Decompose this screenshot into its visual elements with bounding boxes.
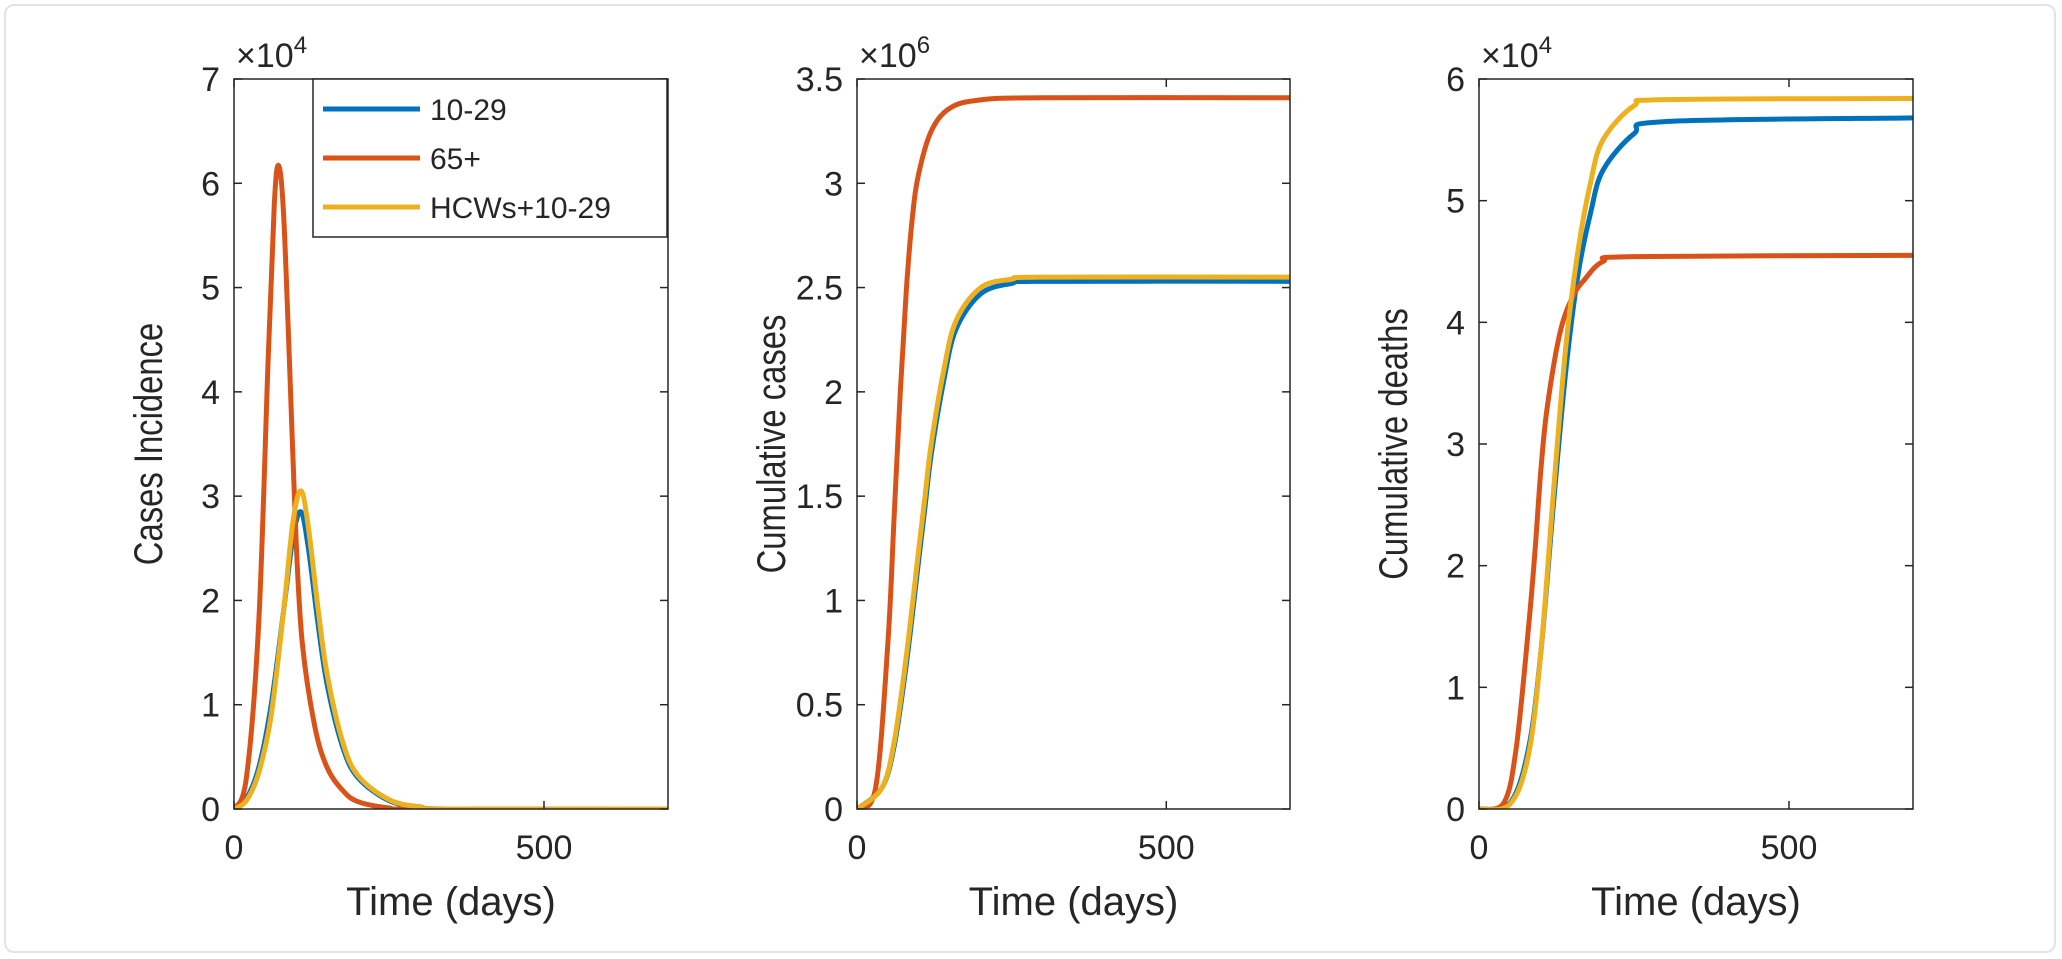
axes-box xyxy=(856,78,1291,810)
y-tick-label: 0 xyxy=(824,791,843,829)
y-tick-label: 7 xyxy=(201,61,220,99)
y-tick-label: 5 xyxy=(1446,183,1465,221)
y-tick-label: 0 xyxy=(201,791,220,829)
x-tick-label: 500 xyxy=(1138,829,1195,867)
x-tick-label: 0 xyxy=(848,829,867,867)
y-tick-label: 1.5 xyxy=(796,478,843,516)
legend-label: 10-29 xyxy=(430,94,507,127)
y-tick-label: 3 xyxy=(1446,426,1465,464)
y-exponent-label: ×106 xyxy=(859,32,930,75)
y-tick-label: 5 xyxy=(201,270,220,308)
subplot-1: 0 1 2 3 4 5 6 7 0 500 ×104 Time (days) Cases Inciden… xyxy=(126,32,669,924)
y-tick-label: 2 xyxy=(1446,548,1465,586)
x-tick-label: 500 xyxy=(1761,829,1818,867)
legend: 10-29 65+ HCWs+10-29 xyxy=(312,78,668,238)
series-line-65+ xyxy=(857,95,1290,809)
y-tick-label: 0 xyxy=(1446,791,1465,829)
y-axis-label: Cumulative cases xyxy=(749,315,794,574)
y-axis-label: Cases Incidence xyxy=(126,323,171,565)
x-axis-label: Time (days) xyxy=(969,880,1179,924)
y-tick-label: 3.5 xyxy=(796,61,843,99)
y-tick-label: 2 xyxy=(201,582,220,620)
y-exponent-label: ×104 xyxy=(236,32,307,75)
y-tick-label: 1 xyxy=(824,582,843,620)
y-tick-label: 4 xyxy=(1446,304,1465,342)
figure-frame xyxy=(4,4,2056,953)
series-line-10-29 xyxy=(857,278,1290,809)
x-tick-label: 500 xyxy=(516,829,573,867)
series-line-65+ xyxy=(1479,252,1913,809)
y-tick-label: 6 xyxy=(201,165,220,203)
legend-label: HCWs+10-29 xyxy=(430,192,611,225)
y-tick-label: 6 xyxy=(1446,61,1465,99)
x-tick-label: 0 xyxy=(225,829,244,867)
y-tick-label: 3 xyxy=(201,478,220,516)
series-line-HCWs+10-29 xyxy=(857,274,1290,809)
x-axis-label: Time (days) xyxy=(1591,880,1801,924)
series-line-65+ xyxy=(234,162,668,809)
legend-label: 65+ xyxy=(430,143,481,176)
y-tick-label: 4 xyxy=(201,374,220,412)
y-tick-label: 1 xyxy=(201,687,220,725)
y-tick-label: 3 xyxy=(824,165,843,203)
x-tick-label: 0 xyxy=(1470,829,1489,867)
x-axis-label: Time (days) xyxy=(346,880,556,924)
series-line-HCWs+10-29 xyxy=(1479,95,1913,809)
subplot-2: 0 0.5 1 1.5 2 2.5 3 3.5 0 500 ×106 Time (days) Cumul… xyxy=(749,32,1291,924)
y-exponent-label: ×104 xyxy=(1481,32,1552,75)
series-line-10-29 xyxy=(1479,115,1913,809)
subplot-3: 0 1 2 3 4 5 6 0 500 ×104 Time (days) Cumulative dea… xyxy=(1371,32,1914,924)
y-tick-label: 2.5 xyxy=(796,270,843,308)
series-line-HCWs+10-29 xyxy=(234,488,668,809)
y-tick-label: 2 xyxy=(824,374,843,412)
y-tick-label: 0.5 xyxy=(796,687,843,725)
y-axis-label: Cumulative deaths xyxy=(1371,308,1416,580)
y-tick-label: 1 xyxy=(1446,669,1465,707)
